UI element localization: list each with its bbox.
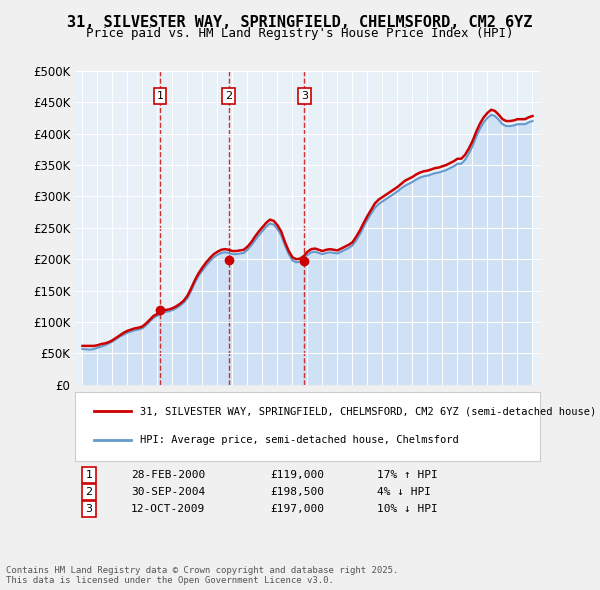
Text: 4% ↓ HPI: 4% ↓ HPI	[377, 487, 431, 497]
Text: 31, SILVESTER WAY, SPRINGFIELD, CHELMSFORD, CM2 6YZ: 31, SILVESTER WAY, SPRINGFIELD, CHELMSFO…	[67, 15, 533, 30]
Text: £119,000: £119,000	[270, 470, 324, 480]
Text: 2: 2	[225, 91, 232, 101]
Text: Contains HM Land Registry data © Crown copyright and database right 2025.
This d: Contains HM Land Registry data © Crown c…	[6, 566, 398, 585]
Text: 28-FEB-2000: 28-FEB-2000	[131, 470, 205, 480]
Text: 10% ↓ HPI: 10% ↓ HPI	[377, 504, 438, 514]
Text: Price paid vs. HM Land Registry's House Price Index (HPI): Price paid vs. HM Land Registry's House …	[86, 27, 514, 40]
Text: 3: 3	[85, 504, 92, 514]
Text: 2: 2	[85, 487, 92, 497]
Text: 31, SILVESTER WAY, SPRINGFIELD, CHELMSFORD, CM2 6YZ (semi-detached house): 31, SILVESTER WAY, SPRINGFIELD, CHELMSFO…	[140, 407, 596, 417]
Text: HPI: Average price, semi-detached house, Chelmsford: HPI: Average price, semi-detached house,…	[140, 435, 459, 445]
Text: 1: 1	[157, 91, 163, 101]
Text: 30-SEP-2004: 30-SEP-2004	[131, 487, 205, 497]
Text: 3: 3	[301, 91, 308, 101]
Text: 1: 1	[85, 470, 92, 480]
Text: 12-OCT-2009: 12-OCT-2009	[131, 504, 205, 514]
Text: £198,500: £198,500	[270, 487, 324, 497]
Text: £197,000: £197,000	[270, 504, 324, 514]
Text: 17% ↑ HPI: 17% ↑ HPI	[377, 470, 438, 480]
